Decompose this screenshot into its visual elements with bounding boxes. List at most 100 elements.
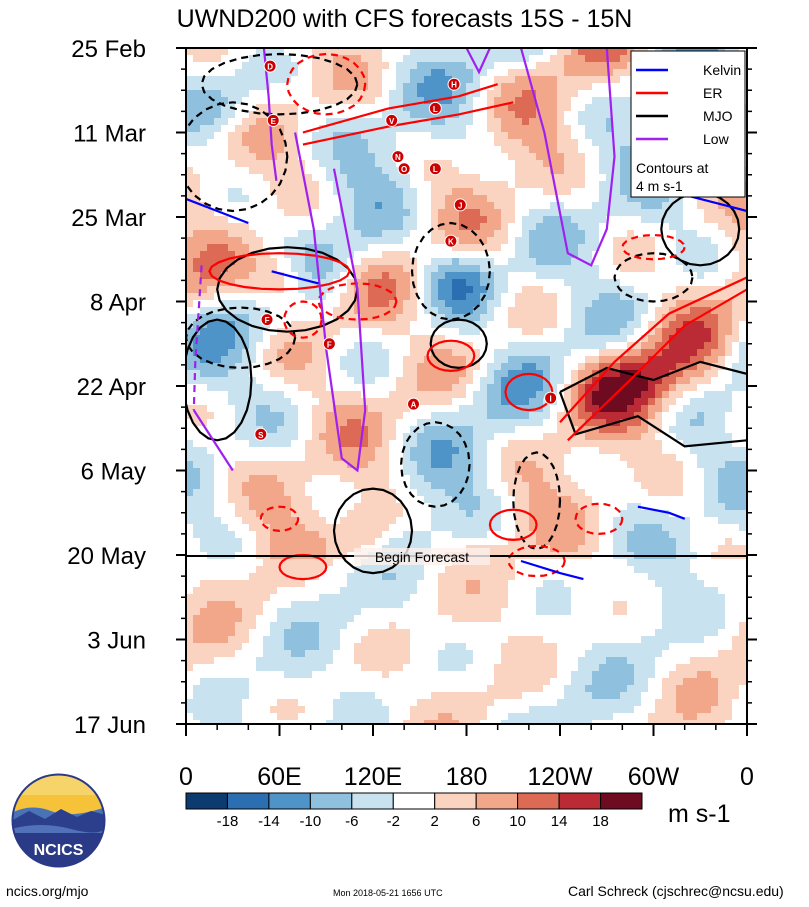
y-tick-label: 11 Mar bbox=[73, 121, 146, 148]
storm-marker: H bbox=[447, 77, 461, 91]
low-contour bbox=[519, 48, 616, 267]
y-tick-label: 25 Feb bbox=[71, 36, 146, 63]
er-contour bbox=[567, 288, 747, 442]
storm-letter: O bbox=[401, 165, 407, 174]
legend-label: Kelvin bbox=[703, 62, 741, 78]
colorbar-label: -10 bbox=[300, 813, 322, 830]
y-tick-label: 17 Jun bbox=[74, 712, 146, 739]
colorbar-units: m s-1 bbox=[668, 800, 731, 828]
low-contour bbox=[192, 409, 234, 472]
storm-marker: K bbox=[444, 234, 458, 248]
colorbar-swatch bbox=[351, 792, 394, 810]
legend-label: MJO bbox=[703, 108, 733, 124]
kelvin-contour bbox=[271, 270, 319, 285]
er-contour bbox=[286, 52, 367, 116]
colorbar-swatch bbox=[434, 792, 477, 810]
colorbar-swatch bbox=[309, 792, 353, 810]
y-tick-label: 6 May bbox=[81, 459, 146, 486]
storm-letter: I bbox=[550, 395, 552, 404]
x-tick-label: 180 bbox=[446, 763, 488, 791]
storm-marker: F bbox=[260, 313, 274, 327]
low-contour bbox=[465, 48, 491, 75]
mjo-contour bbox=[559, 360, 747, 393]
axes: 25 Feb 11 Mar 25 Mar 8 Apr 22 Apr 6 May 20 May… bbox=[67, 36, 757, 791]
colorbar-label: -14 bbox=[258, 813, 280, 830]
colorbar-label: 10 bbox=[509, 813, 526, 830]
storm-marker: N bbox=[391, 150, 405, 164]
storm-letter: S bbox=[258, 431, 264, 440]
er-contour bbox=[426, 339, 476, 373]
colorbar-swatch bbox=[392, 792, 436, 810]
er-contour bbox=[283, 300, 323, 339]
kelvin-contour bbox=[186, 197, 249, 225]
storm-letter: D bbox=[267, 63, 273, 72]
kelvin-contour bbox=[637, 505, 686, 520]
storm-markers: D E H L V NO L J K F F A I S bbox=[254, 59, 558, 441]
low-contour bbox=[294, 132, 367, 473]
er-contour bbox=[302, 83, 499, 134]
colorbar-swatch bbox=[268, 792, 311, 810]
storm-marker: L bbox=[428, 101, 442, 115]
mjo-contour bbox=[186, 306, 297, 370]
storm-marker: L bbox=[428, 162, 442, 176]
mjo-contour bbox=[660, 191, 741, 267]
storm-letter: K bbox=[448, 238, 454, 247]
storm-letter: V bbox=[389, 117, 395, 126]
colorbar-label: 14 bbox=[551, 813, 568, 830]
y-tick-label: 25 Mar bbox=[71, 205, 146, 232]
storm-marker: F bbox=[322, 337, 336, 351]
storm-letter: A bbox=[411, 401, 417, 410]
storm-marker: O bbox=[397, 162, 411, 176]
y-tick-label: 3 Jun bbox=[87, 628, 146, 655]
x-tick-label: 60W bbox=[628, 763, 680, 791]
logo-text: NCICS bbox=[34, 842, 84, 859]
legend-note-1: Contours at bbox=[636, 160, 708, 176]
legend-label: ER bbox=[703, 85, 722, 101]
storm-letter: L bbox=[433, 165, 438, 174]
colorbar-swatch bbox=[558, 792, 602, 810]
storm-marker: S bbox=[254, 427, 268, 441]
x-tick-label: 60E bbox=[257, 763, 301, 791]
mjo-contour bbox=[332, 487, 414, 575]
er-contour bbox=[621, 233, 686, 261]
x-tick-label: 120W bbox=[527, 763, 593, 791]
ncics-logo: NCICS bbox=[11, 773, 106, 868]
mjo-contour bbox=[410, 221, 492, 321]
storm-marker: D bbox=[263, 59, 277, 73]
storm-marker: J bbox=[453, 198, 467, 212]
kelvin-contour bbox=[520, 559, 584, 581]
begin-forecast-line: Begin Forecast bbox=[186, 548, 747, 565]
colorbar-label: 2 bbox=[431, 813, 439, 830]
x-tick-label: 0 bbox=[179, 763, 193, 791]
storm-letter: H bbox=[451, 81, 457, 90]
mjo-contour bbox=[399, 421, 471, 508]
storm-marker: A bbox=[407, 397, 421, 411]
colorbar-swatch bbox=[475, 792, 519, 810]
er-contour bbox=[574, 502, 624, 536]
er-contour bbox=[208, 252, 351, 291]
storm-marker: E bbox=[266, 113, 280, 127]
footer-url: ncics.org/mjo bbox=[6, 883, 89, 899]
mjo-contour bbox=[186, 318, 253, 442]
mjo-contour bbox=[558, 391, 747, 448]
colorbar-label: -18 bbox=[217, 813, 239, 830]
storm-letter: F bbox=[327, 340, 332, 349]
mjo-contour bbox=[200, 52, 359, 116]
colorbar-swatch bbox=[517, 792, 560, 810]
legend-label: Low bbox=[703, 131, 730, 147]
er-contour bbox=[488, 508, 538, 542]
mjo-contour bbox=[429, 318, 488, 370]
storm-letter: E bbox=[271, 117, 277, 126]
er-contour bbox=[302, 101, 514, 146]
colorbar: -18 -14 -10 -6 -2 2 6 10 14 18 bbox=[185, 792, 643, 830]
begin-forecast-label: Begin Forecast bbox=[375, 549, 469, 565]
x-tick-label: 120E bbox=[344, 763, 402, 791]
wind-anomaly-field bbox=[186, 48, 747, 724]
legend-note-2: 4 m s-1 bbox=[636, 178, 683, 194]
storm-marker: V bbox=[385, 113, 399, 127]
footer-author: Carl Schreck (cjschrec@ncsu.edu) bbox=[568, 883, 784, 899]
wave-contours bbox=[186, 48, 747, 581]
colorbar-label: -6 bbox=[345, 813, 358, 830]
chart-title: UWND200 with CFS forecasts 15S - 15N bbox=[176, 5, 633, 33]
storm-letter: L bbox=[433, 105, 438, 114]
